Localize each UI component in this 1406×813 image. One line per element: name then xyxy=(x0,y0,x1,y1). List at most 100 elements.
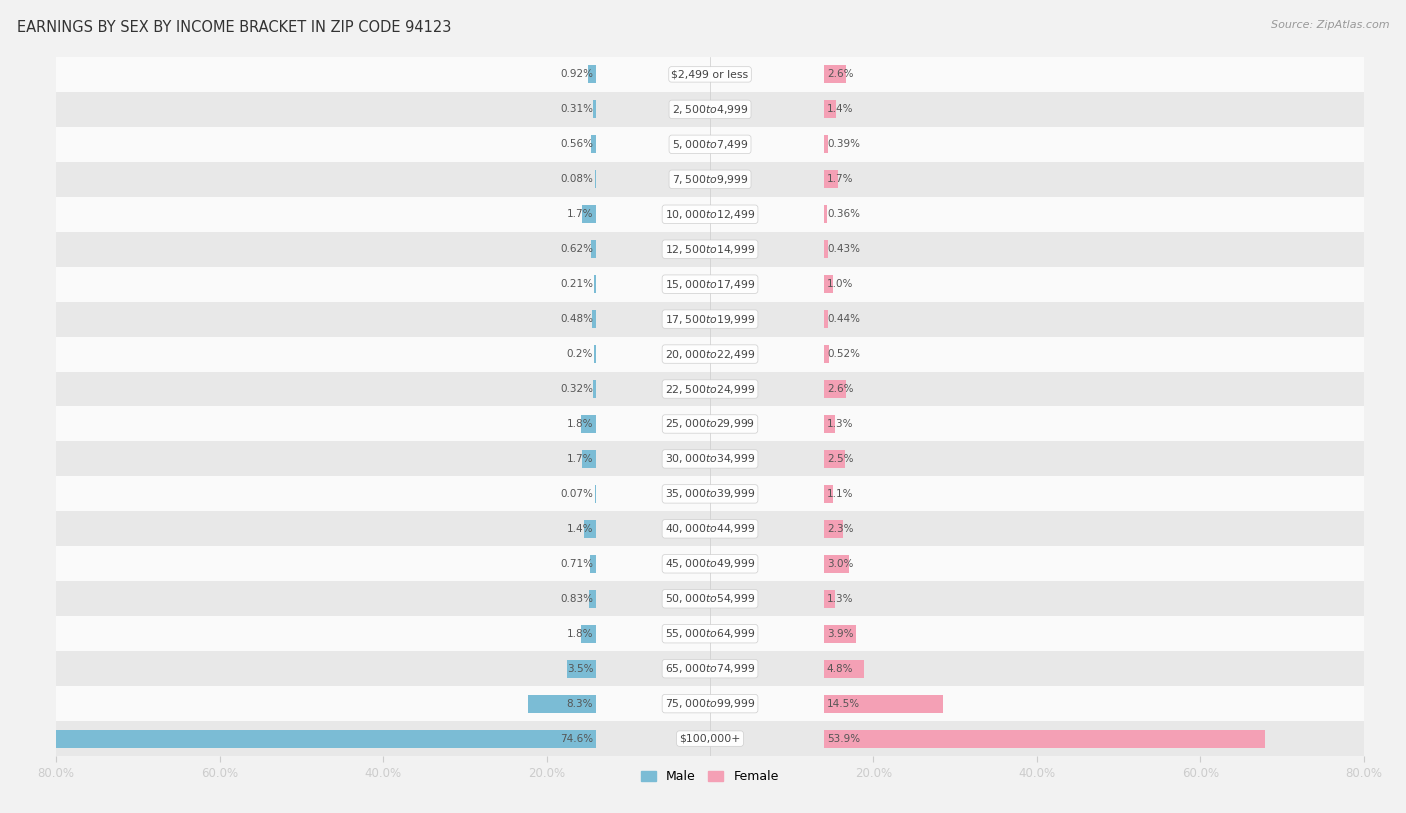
Text: 1.0%: 1.0% xyxy=(827,279,853,289)
Bar xyxy=(824,240,828,259)
Text: 1.7%: 1.7% xyxy=(827,174,853,185)
Text: 0.43%: 0.43% xyxy=(827,244,860,254)
Bar xyxy=(0,729,596,748)
Text: Source: ZipAtlas.com: Source: ZipAtlas.com xyxy=(1271,20,1389,30)
Bar xyxy=(56,232,1364,267)
Text: 1.1%: 1.1% xyxy=(827,489,853,499)
Bar xyxy=(56,721,1364,756)
Text: $10,000 to $12,499: $10,000 to $12,499 xyxy=(665,208,755,220)
Bar xyxy=(593,275,596,293)
Bar xyxy=(56,581,1364,616)
Text: $100,000+: $100,000+ xyxy=(679,733,741,744)
Bar xyxy=(824,345,828,363)
Text: 1.8%: 1.8% xyxy=(567,628,593,639)
Bar xyxy=(567,659,596,678)
Bar xyxy=(582,205,596,224)
Bar xyxy=(56,686,1364,721)
Bar xyxy=(56,616,1364,651)
Bar xyxy=(56,162,1364,197)
Bar xyxy=(56,197,1364,232)
Text: $25,000 to $29,999: $25,000 to $29,999 xyxy=(665,418,755,430)
Text: 0.71%: 0.71% xyxy=(560,559,593,569)
Bar xyxy=(593,100,596,119)
Text: 0.83%: 0.83% xyxy=(560,593,593,604)
Bar xyxy=(824,589,835,608)
Bar xyxy=(824,170,838,189)
Text: 0.31%: 0.31% xyxy=(560,104,593,115)
Text: $22,500 to $24,999: $22,500 to $24,999 xyxy=(665,383,755,395)
Text: $35,000 to $39,999: $35,000 to $39,999 xyxy=(665,488,755,500)
Bar xyxy=(593,345,596,363)
Text: 0.32%: 0.32% xyxy=(560,384,593,394)
Text: 0.08%: 0.08% xyxy=(560,174,593,185)
Bar xyxy=(824,275,832,293)
Bar xyxy=(824,65,845,84)
Text: 1.3%: 1.3% xyxy=(827,593,853,604)
Bar xyxy=(56,441,1364,476)
Text: 8.3%: 8.3% xyxy=(567,698,593,709)
Bar xyxy=(56,127,1364,162)
Bar xyxy=(56,92,1364,127)
Bar xyxy=(824,694,943,713)
Bar xyxy=(824,310,828,328)
Bar xyxy=(56,406,1364,441)
Legend: Male, Female: Male, Female xyxy=(637,765,783,789)
Text: EARNINGS BY SEX BY INCOME BRACKET IN ZIP CODE 94123: EARNINGS BY SEX BY INCOME BRACKET IN ZIP… xyxy=(17,20,451,35)
Bar xyxy=(592,310,596,328)
Text: $50,000 to $54,999: $50,000 to $54,999 xyxy=(665,593,755,605)
Bar xyxy=(824,205,827,224)
Text: 14.5%: 14.5% xyxy=(827,698,860,709)
Text: 1.7%: 1.7% xyxy=(567,209,593,220)
Text: $30,000 to $34,999: $30,000 to $34,999 xyxy=(665,453,755,465)
Bar xyxy=(582,450,596,468)
Bar xyxy=(824,729,1265,748)
Bar xyxy=(56,546,1364,581)
Text: 0.48%: 0.48% xyxy=(560,314,593,324)
Text: 0.39%: 0.39% xyxy=(827,139,860,150)
Text: $20,000 to $22,499: $20,000 to $22,499 xyxy=(665,348,755,360)
Text: 0.92%: 0.92% xyxy=(560,69,593,80)
Text: 1.4%: 1.4% xyxy=(567,524,593,534)
Bar xyxy=(824,450,845,468)
Text: 3.5%: 3.5% xyxy=(567,663,593,674)
Bar xyxy=(824,415,835,433)
Bar xyxy=(527,694,596,713)
Text: 0.44%: 0.44% xyxy=(827,314,860,324)
Text: 0.36%: 0.36% xyxy=(827,209,860,220)
Bar xyxy=(56,267,1364,302)
Bar xyxy=(824,380,845,398)
Bar xyxy=(824,659,863,678)
Bar xyxy=(589,554,596,573)
Bar xyxy=(583,520,596,538)
Text: 1.7%: 1.7% xyxy=(567,454,593,464)
Text: $2,500 to $4,999: $2,500 to $4,999 xyxy=(672,103,748,115)
Text: 1.3%: 1.3% xyxy=(827,419,853,429)
Text: 2.6%: 2.6% xyxy=(827,384,853,394)
Bar xyxy=(56,511,1364,546)
Text: 3.0%: 3.0% xyxy=(827,559,853,569)
Text: $75,000 to $99,999: $75,000 to $99,999 xyxy=(665,698,755,710)
Bar xyxy=(824,100,837,119)
Text: $15,000 to $17,499: $15,000 to $17,499 xyxy=(665,278,755,290)
Text: 53.9%: 53.9% xyxy=(827,733,860,744)
Text: 0.07%: 0.07% xyxy=(560,489,593,499)
Text: 74.6%: 74.6% xyxy=(560,733,593,744)
Bar xyxy=(56,302,1364,337)
Bar xyxy=(581,624,596,643)
Bar xyxy=(56,651,1364,686)
Text: 0.62%: 0.62% xyxy=(560,244,593,254)
Text: $65,000 to $74,999: $65,000 to $74,999 xyxy=(665,663,755,675)
Bar xyxy=(824,485,834,503)
Text: 2.6%: 2.6% xyxy=(827,69,853,80)
Text: 0.56%: 0.56% xyxy=(560,139,593,150)
Text: $40,000 to $44,999: $40,000 to $44,999 xyxy=(665,523,755,535)
Bar xyxy=(56,57,1364,92)
Bar xyxy=(824,554,849,573)
Bar xyxy=(56,372,1364,406)
Text: 0.21%: 0.21% xyxy=(560,279,593,289)
Bar xyxy=(824,520,844,538)
Bar xyxy=(824,624,856,643)
Bar xyxy=(56,476,1364,511)
Text: $17,500 to $19,999: $17,500 to $19,999 xyxy=(665,313,755,325)
Text: $55,000 to $64,999: $55,000 to $64,999 xyxy=(665,628,755,640)
